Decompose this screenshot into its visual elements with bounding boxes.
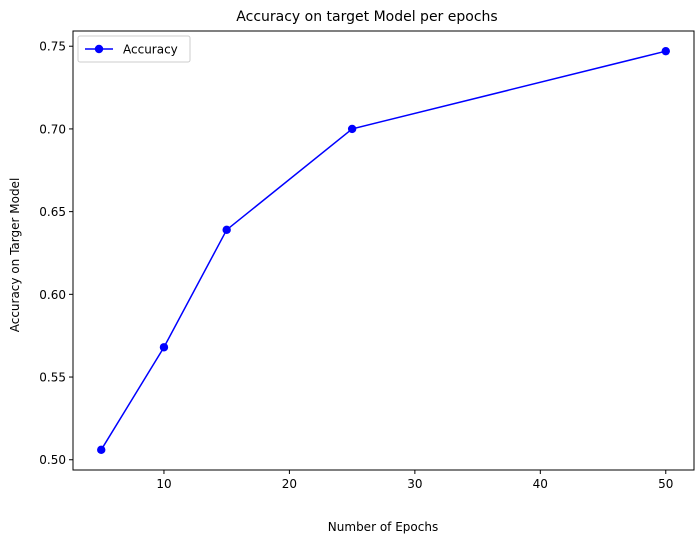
y-axis: 0.50 0.55 0.60 0.65 0.70 0.75: [39, 40, 73, 467]
x-axis: 10 20 30 40 50: [156, 470, 673, 491]
data-point: [222, 225, 231, 235]
y-tick-label: 0.60: [39, 288, 66, 302]
y-tick-label: 0.70: [39, 122, 66, 136]
y-tick-label: 0.50: [39, 453, 66, 467]
legend-marker: [94, 44, 104, 54]
chart-title: Accuracy on target Model per epochs: [236, 9, 497, 25]
series-line: [100, 50, 666, 451]
x-axis-label: Number of Epochs: [328, 520, 438, 534]
y-tick-label: 0.65: [39, 205, 66, 219]
data-point: [159, 343, 169, 352]
data-point: [347, 124, 357, 134]
x-tick-label: 30: [407, 477, 422, 491]
x-tick-label: 20: [282, 477, 297, 491]
y-tick-label: 0.55: [39, 371, 66, 385]
legend: Accuracy: [77, 35, 191, 63]
x-tick-label: 10: [156, 477, 171, 491]
x-tick-label: 40: [533, 477, 548, 491]
data-point: [661, 46, 670, 56]
plot-frame: [72, 30, 695, 471]
data-point: [97, 445, 106, 455]
y-axis-label: Accuracy on Targer Model: [8, 178, 22, 333]
legend-label: Accuracy: [123, 43, 178, 57]
legend-box: [77, 35, 191, 63]
plot-area: [97, 46, 670, 455]
x-tick-label: 50: [658, 477, 673, 491]
y-tick-label: 0.75: [39, 40, 66, 54]
